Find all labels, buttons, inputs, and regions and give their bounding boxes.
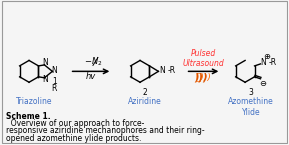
- Text: ))): ))): [195, 72, 208, 82]
- Text: N: N: [42, 58, 48, 67]
- Text: opened azomethine ylide products.: opened azomethine ylide products.: [6, 134, 142, 143]
- Text: R: R: [52, 84, 57, 93]
- Text: Aziridine: Aziridine: [128, 97, 162, 106]
- Text: N: N: [160, 66, 165, 75]
- Text: hv: hv: [86, 72, 96, 81]
- Text: Pulsed
Ultrasound: Pulsed Ultrasound: [183, 49, 224, 68]
- Text: N: N: [42, 75, 48, 84]
- Text: Triazoline: Triazoline: [16, 97, 52, 106]
- Text: ⊖: ⊖: [259, 79, 266, 88]
- Text: ⧖))): ⧖))): [196, 73, 212, 82]
- Text: N: N: [261, 58, 266, 67]
- Text: $-N_2$: $-N_2$: [84, 55, 102, 68]
- Text: -R: -R: [167, 66, 175, 75]
- Text: Overview of our approach to force-: Overview of our approach to force-: [6, 119, 144, 128]
- FancyBboxPatch shape: [2, 1, 287, 143]
- Text: 1: 1: [52, 77, 57, 86]
- Text: 3: 3: [249, 88, 253, 97]
- Text: Scheme 1.: Scheme 1.: [6, 112, 51, 121]
- Text: 2: 2: [142, 88, 147, 97]
- Text: ⊕: ⊕: [263, 52, 270, 61]
- Text: -R: -R: [268, 58, 277, 67]
- Text: Azomethine
Ylide: Azomethine Ylide: [228, 97, 274, 117]
- Text: N: N: [51, 66, 57, 75]
- Text: responsive aziridine mechanophores and their ring-: responsive aziridine mechanophores and t…: [6, 126, 205, 135]
